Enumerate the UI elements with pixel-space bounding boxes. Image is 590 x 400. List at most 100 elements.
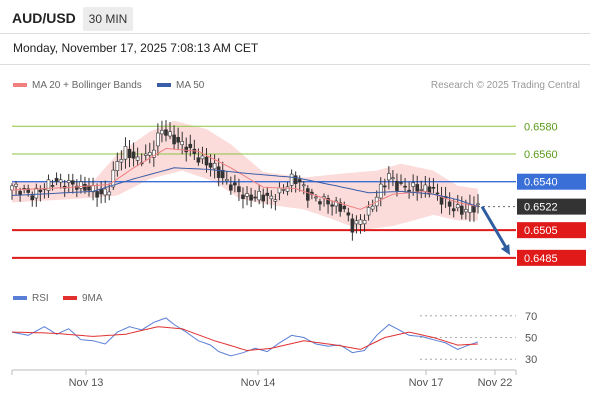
legend-ma50-label: MA 50 — [176, 80, 205, 91]
candle-body — [257, 190, 261, 201]
candle-body — [26, 188, 31, 193]
rsi-tick-30: 30 — [525, 354, 537, 366]
candle-body — [431, 187, 436, 189]
level-label-0.6485: 0.6485 — [524, 253, 558, 265]
candle-body — [370, 205, 375, 210]
legend-rsi-ma-label: 9MA — [82, 293, 103, 304]
candle-body — [30, 195, 35, 201]
candle-body — [411, 182, 415, 187]
legend-ma20: MA 20 + Bollinger Bands — [13, 80, 142, 91]
candle-body — [99, 189, 103, 195]
candle-body — [196, 157, 201, 163]
candle-body — [123, 146, 128, 160]
candle-body — [176, 136, 180, 143]
projection-arrow-shaft — [480, 205, 509, 250]
candle-body — [318, 201, 322, 205]
candle-body — [338, 202, 343, 212]
candle-body — [387, 173, 391, 181]
candle-body — [66, 180, 71, 183]
level-label-0.6522: 0.6522 — [524, 202, 558, 214]
rsi-ma-swatch — [63, 296, 77, 301]
candle-body — [459, 205, 464, 215]
ma20-swatch — [13, 83, 27, 88]
candle-body — [407, 189, 411, 192]
candle-body — [297, 179, 302, 183]
candle-body — [346, 212, 351, 216]
symbol-label: AUD/USD — [12, 10, 76, 26]
candle-body — [127, 148, 132, 158]
candle-body — [468, 204, 472, 213]
candle-body — [265, 192, 270, 196]
time-label-Nov 14: Nov 14 — [241, 377, 276, 389]
candle-body — [164, 129, 168, 136]
candle-body — [249, 194, 253, 201]
candle-body — [293, 175, 298, 185]
candle-body — [354, 220, 359, 225]
candle-body — [119, 159, 124, 163]
candle-body — [289, 173, 294, 186]
candle-body — [229, 184, 233, 191]
level-tag-0.6580 — [517, 118, 586, 135]
candle-body — [14, 183, 18, 187]
legend-rsi-label: RSI — [32, 293, 49, 304]
candle-body — [423, 184, 428, 192]
candle-body — [301, 184, 306, 187]
rsi-swatch — [13, 296, 27, 301]
candle-body — [245, 193, 249, 197]
candle-body — [103, 188, 107, 196]
candle-body — [261, 194, 266, 202]
candle-body — [135, 156, 140, 161]
candle-body — [366, 207, 371, 216]
bollinger-band — [12, 120, 478, 231]
timeframe-button[interactable]: 30 MIN — [83, 7, 133, 31]
rsi-tick-70: 70 — [525, 311, 537, 323]
header-divider — [0, 33, 590, 34]
candle-body — [391, 177, 395, 179]
candle-body — [115, 161, 120, 171]
candle-body — [131, 151, 136, 159]
candle-body — [10, 185, 14, 191]
legend-rsi-ma: 9MA — [63, 293, 103, 304]
candle-body — [152, 149, 156, 158]
level-tag-0.6560 — [517, 146, 586, 162]
level-label-0.6560: 0.6560 — [524, 149, 558, 161]
candle-body — [285, 186, 290, 192]
candle-body — [156, 132, 160, 147]
candle-body — [200, 155, 205, 160]
candle-body — [415, 184, 420, 192]
time-label-Nov 22: Nov 22 — [478, 377, 513, 389]
candle-body — [399, 182, 403, 184]
candle-body — [362, 219, 367, 225]
legend-ma20-label: MA 20 + Bollinger Bands — [32, 80, 142, 91]
level-label-0.6540: 0.6540 — [524, 177, 558, 189]
candle-body — [95, 191, 99, 198]
candle-body — [277, 187, 282, 194]
candle-body — [435, 192, 440, 195]
candle-body — [472, 205, 476, 213]
candle-body — [224, 179, 229, 182]
candle-body — [358, 219, 363, 225]
candle-body — [382, 185, 387, 188]
candle-body — [281, 189, 286, 191]
candle-body — [476, 203, 480, 206]
candle-body — [464, 209, 468, 213]
candle-body — [50, 185, 55, 187]
copyright: Research © 2025 Trading Central — [430, 80, 580, 91]
candle-body — [237, 186, 241, 193]
candle-body — [168, 131, 172, 137]
candle-body — [188, 143, 193, 149]
candle-body — [160, 130, 164, 135]
level-label-0.6580: 0.6580 — [524, 121, 558, 133]
rsi-ma-line — [11, 326, 479, 352]
candle-body — [46, 179, 51, 191]
time-label-Nov 17: Nov 17 — [409, 377, 444, 389]
candle-body — [451, 208, 456, 212]
candle-body — [70, 180, 75, 185]
level-tag-0.6540 — [517, 173, 586, 190]
level-tag-0.6485 — [517, 249, 586, 266]
candle-body — [455, 204, 460, 209]
candle-body — [180, 141, 184, 146]
rsi-tick-50: 50 — [525, 333, 537, 345]
candle-body — [204, 156, 209, 166]
